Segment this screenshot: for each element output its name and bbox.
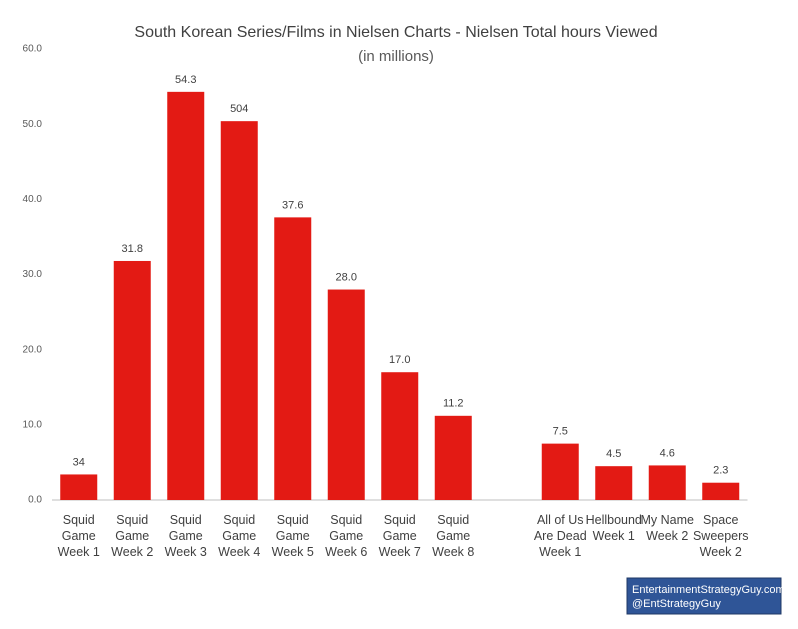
source-text: @EntStrategyGuy: [632, 598, 721, 610]
x-tick-label: Hellbound Week 1: [586, 513, 642, 543]
value-label: 31.8: [122, 243, 143, 255]
value-label: 54.3: [175, 74, 196, 86]
x-tick-label: Squid Game Week 2: [111, 513, 153, 559]
value-label: 28.0: [336, 271, 357, 283]
y-tick-label: 30.0: [23, 269, 43, 280]
value-label: 504: [230, 103, 248, 115]
x-tick-label: Squid Game Week 6: [325, 513, 367, 559]
bar: [220, 121, 258, 500]
value-label: 17.0: [389, 354, 410, 366]
bar: [381, 372, 419, 500]
x-tick-label: Squid Game Week 4: [218, 513, 260, 559]
bar: [327, 289, 365, 500]
y-tick-label: 20.0: [23, 344, 43, 355]
value-label: 34: [73, 456, 85, 468]
bar: [113, 260, 151, 500]
x-tick-label: Squid Game Week 8: [432, 513, 474, 559]
chart-title: South Korean Series/Films in Nielsen Cha…: [134, 24, 657, 41]
bar: [167, 91, 205, 500]
value-label: 4.6: [660, 447, 675, 459]
value-label: 7.5: [553, 426, 568, 438]
bar: [274, 217, 312, 500]
y-tick-label: 60.0: [23, 44, 43, 55]
bar: [60, 474, 98, 500]
x-tick-label: Squid Game Week 1: [58, 513, 100, 559]
value-label: 2.3: [713, 465, 728, 477]
chart-subtitle: (in millions): [358, 48, 434, 65]
value-label: 4.5: [606, 448, 621, 460]
value-label: 11.2: [443, 398, 464, 410]
y-tick-label: 0.0: [28, 495, 42, 506]
bar: [648, 465, 686, 500]
x-tick-label: Space Sweepers Week 2: [693, 513, 749, 559]
y-tick-label: 40.0: [23, 194, 43, 205]
bar: [702, 482, 740, 500]
value-label: 37.6: [282, 199, 303, 211]
x-tick-label: All of Us Are Dead Week 1: [534, 513, 587, 559]
source-box: [626, 577, 782, 615]
bar: [595, 466, 633, 500]
y-tick-label: 10.0: [23, 419, 43, 430]
source-text: EntertainmentStrategyGuy.com: [632, 584, 785, 596]
bar: [541, 443, 579, 500]
x-tick-label: Squid Game Week 7: [379, 513, 421, 559]
x-tick-label: Squid Game Week 3: [165, 513, 207, 559]
y-tick-label: 50.0: [23, 119, 43, 130]
x-tick-label: Squid Game Week 5: [272, 513, 314, 559]
x-tick-label: My Name Week 2: [641, 513, 695, 543]
bar: [434, 415, 472, 500]
